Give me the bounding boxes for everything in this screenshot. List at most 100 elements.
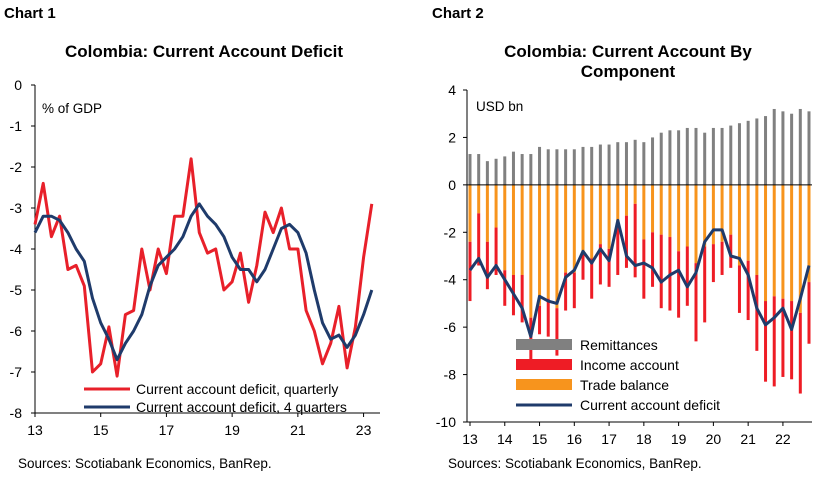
chart-2-bar-trade-balance [685, 184, 689, 247]
chart-2-bar-trade-balance [520, 184, 524, 275]
chart-2-legend-swatch-income [516, 359, 572, 370]
chart-2-bar-trade-balance [503, 184, 507, 271]
chart-2-bar-remittances [503, 156, 507, 185]
chart-2-bar-remittances [711, 127, 715, 185]
chart-1-legend-label: Current account deficit, 4 quarters [136, 399, 347, 415]
chart-2-bar-remittances [737, 123, 741, 185]
chart-1-y-tick-label: -8 [10, 405, 23, 421]
chart-2-bar-remittances [511, 151, 515, 185]
chart-2-bar-trade-balance [764, 184, 768, 302]
chart-2-bar-remittances [520, 154, 524, 185]
chart-2-bar-income-account [781, 298, 785, 377]
chart-1-x-tick-label: 15 [93, 422, 109, 438]
chart-2-bar-remittances [572, 149, 576, 185]
chart-2-bar-trade-balance [737, 184, 741, 266]
chart-2-bar-remittances [468, 154, 472, 185]
chart-1-legend-label: Current account deficit, quarterly [136, 381, 338, 397]
chart-2-bar-remittances [781, 111, 785, 185]
chart-2-bar-trade-balance [642, 184, 646, 240]
chart-2-bar-remittances [703, 132, 707, 185]
chart-2-bar-remittances [642, 142, 646, 185]
chart-2-bar-remittances [564, 149, 568, 185]
chart-2-bar-remittances [798, 108, 802, 185]
chart-2-bar-income-account [807, 282, 811, 344]
chart-2-bar-trade-balance [651, 184, 655, 233]
chart-2-bar-remittances [685, 127, 689, 185]
chart-2-bar-remittances [598, 144, 602, 185]
chart-2-bar-remittances [624, 142, 628, 185]
chart-2-bar-income-account [642, 239, 646, 299]
chart-2-bar-income-account [477, 213, 481, 266]
chart-2-x-tick-label: 22 [775, 431, 791, 447]
chart-1-y-tick-label: -4 [10, 241, 23, 257]
chart-2-bar-remittances [485, 161, 489, 185]
chart-2-y-tick-label: 4 [448, 82, 456, 98]
chart-2-bar-remittances [729, 125, 733, 185]
chart-2-bar-trade-balance [790, 184, 794, 302]
chart-2-bar-income-account [677, 251, 681, 318]
chart-2-bar-remittances [807, 111, 811, 185]
chart-1-unit-label: % of GDP [42, 101, 102, 116]
chart-2-bar-trade-balance [720, 184, 724, 242]
chart-2-legend-swatch-trade [516, 379, 572, 390]
chart-2-bar-remittances [538, 146, 542, 185]
chart-2-line-current-account [468, 218, 811, 339]
chart-2-bar-remittances [607, 144, 611, 185]
chart-2-bar-income-account [711, 244, 715, 283]
chart-2-bar-trade-balance [746, 184, 750, 261]
chart-2-bar-trade-balance [668, 184, 672, 238]
chart-2-bar-trade-balance [477, 184, 481, 214]
chart-2-bar-remittances [546, 149, 550, 185]
chart-2-x-tick-label: 15 [532, 431, 548, 447]
chart-2-y-tick-label: -6 [444, 319, 457, 335]
chart-2-bar-income-account [790, 301, 794, 380]
chart-1-y-tick-label: -1 [10, 118, 23, 134]
chart-2-bar-remittances [581, 146, 585, 185]
chart-1-y-tick-label: -6 [10, 323, 23, 339]
chart-2-bar-trade-balance [772, 184, 776, 297]
chart-2-bar-income-account [485, 241, 489, 290]
chart-2-bar-trade-balance [555, 184, 559, 309]
chart-2-bar-trade-balance [572, 184, 576, 273]
chart-2-bar-income-account [468, 241, 472, 302]
chart-2-bar-remittances [694, 127, 698, 185]
chart-2-bar-trade-balance [511, 184, 515, 275]
chart-1-x-tick-label: 17 [159, 422, 175, 438]
chart-2-bar-trade-balance [607, 184, 611, 249]
chart-2-unit-label: USD bn [476, 99, 523, 114]
chart-2-legend-label: Current account deficit [580, 397, 720, 413]
chart-2-bar-trade-balance [598, 184, 602, 245]
chart-2-y-tick-label: 2 [448, 129, 456, 145]
chart-2-x-tick-label: 14 [497, 431, 513, 447]
chart-2-bar-income-account [538, 305, 542, 335]
chart-2-x-tick-label: 20 [706, 431, 722, 447]
chart-2-bar-remittances [529, 154, 533, 185]
chart-2-bar-income-account [520, 274, 524, 323]
chart-2-bar-trade-balance [529, 184, 533, 318]
chart-1-y-tick-label: 0 [14, 77, 22, 93]
chart-2-bar-income-account [564, 272, 568, 311]
chart-1-title: Colombia: Current Account Deficit [65, 42, 343, 61]
chart-2-y-tick-label: -10 [436, 414, 456, 430]
chart-2-bar-remittances [677, 130, 681, 185]
chart-2-bar-remittances [633, 139, 637, 185]
chart-2-bar-remittances [746, 120, 750, 185]
chart-2-bar-income-account [651, 232, 655, 287]
chart-2-bar-income-account [572, 272, 576, 309]
chart-2-x-tick-label: 19 [671, 431, 687, 447]
chart-2-bar-income-account [581, 251, 585, 280]
chart-2-x-tick-label: 16 [567, 431, 583, 447]
chart-2-bar-trade-balance [485, 184, 489, 242]
chart-2-bar-income-account [798, 312, 802, 394]
chart-2-bar-remittances [790, 113, 794, 185]
chart-2-bar-income-account [555, 308, 559, 356]
chart-2-bar-trade-balance [703, 184, 707, 247]
chart-2-y-tick-label: 0 [448, 177, 456, 193]
chart-2-bar-remittances [477, 154, 481, 185]
chart-2-bar-income-account [720, 241, 724, 275]
chart-2-bar-remittances [590, 146, 594, 185]
chart-2-bar-income-account [590, 258, 594, 299]
chart-2-bar-trade-balance [564, 184, 568, 273]
chart-1-y-tick-label: -2 [10, 159, 23, 175]
